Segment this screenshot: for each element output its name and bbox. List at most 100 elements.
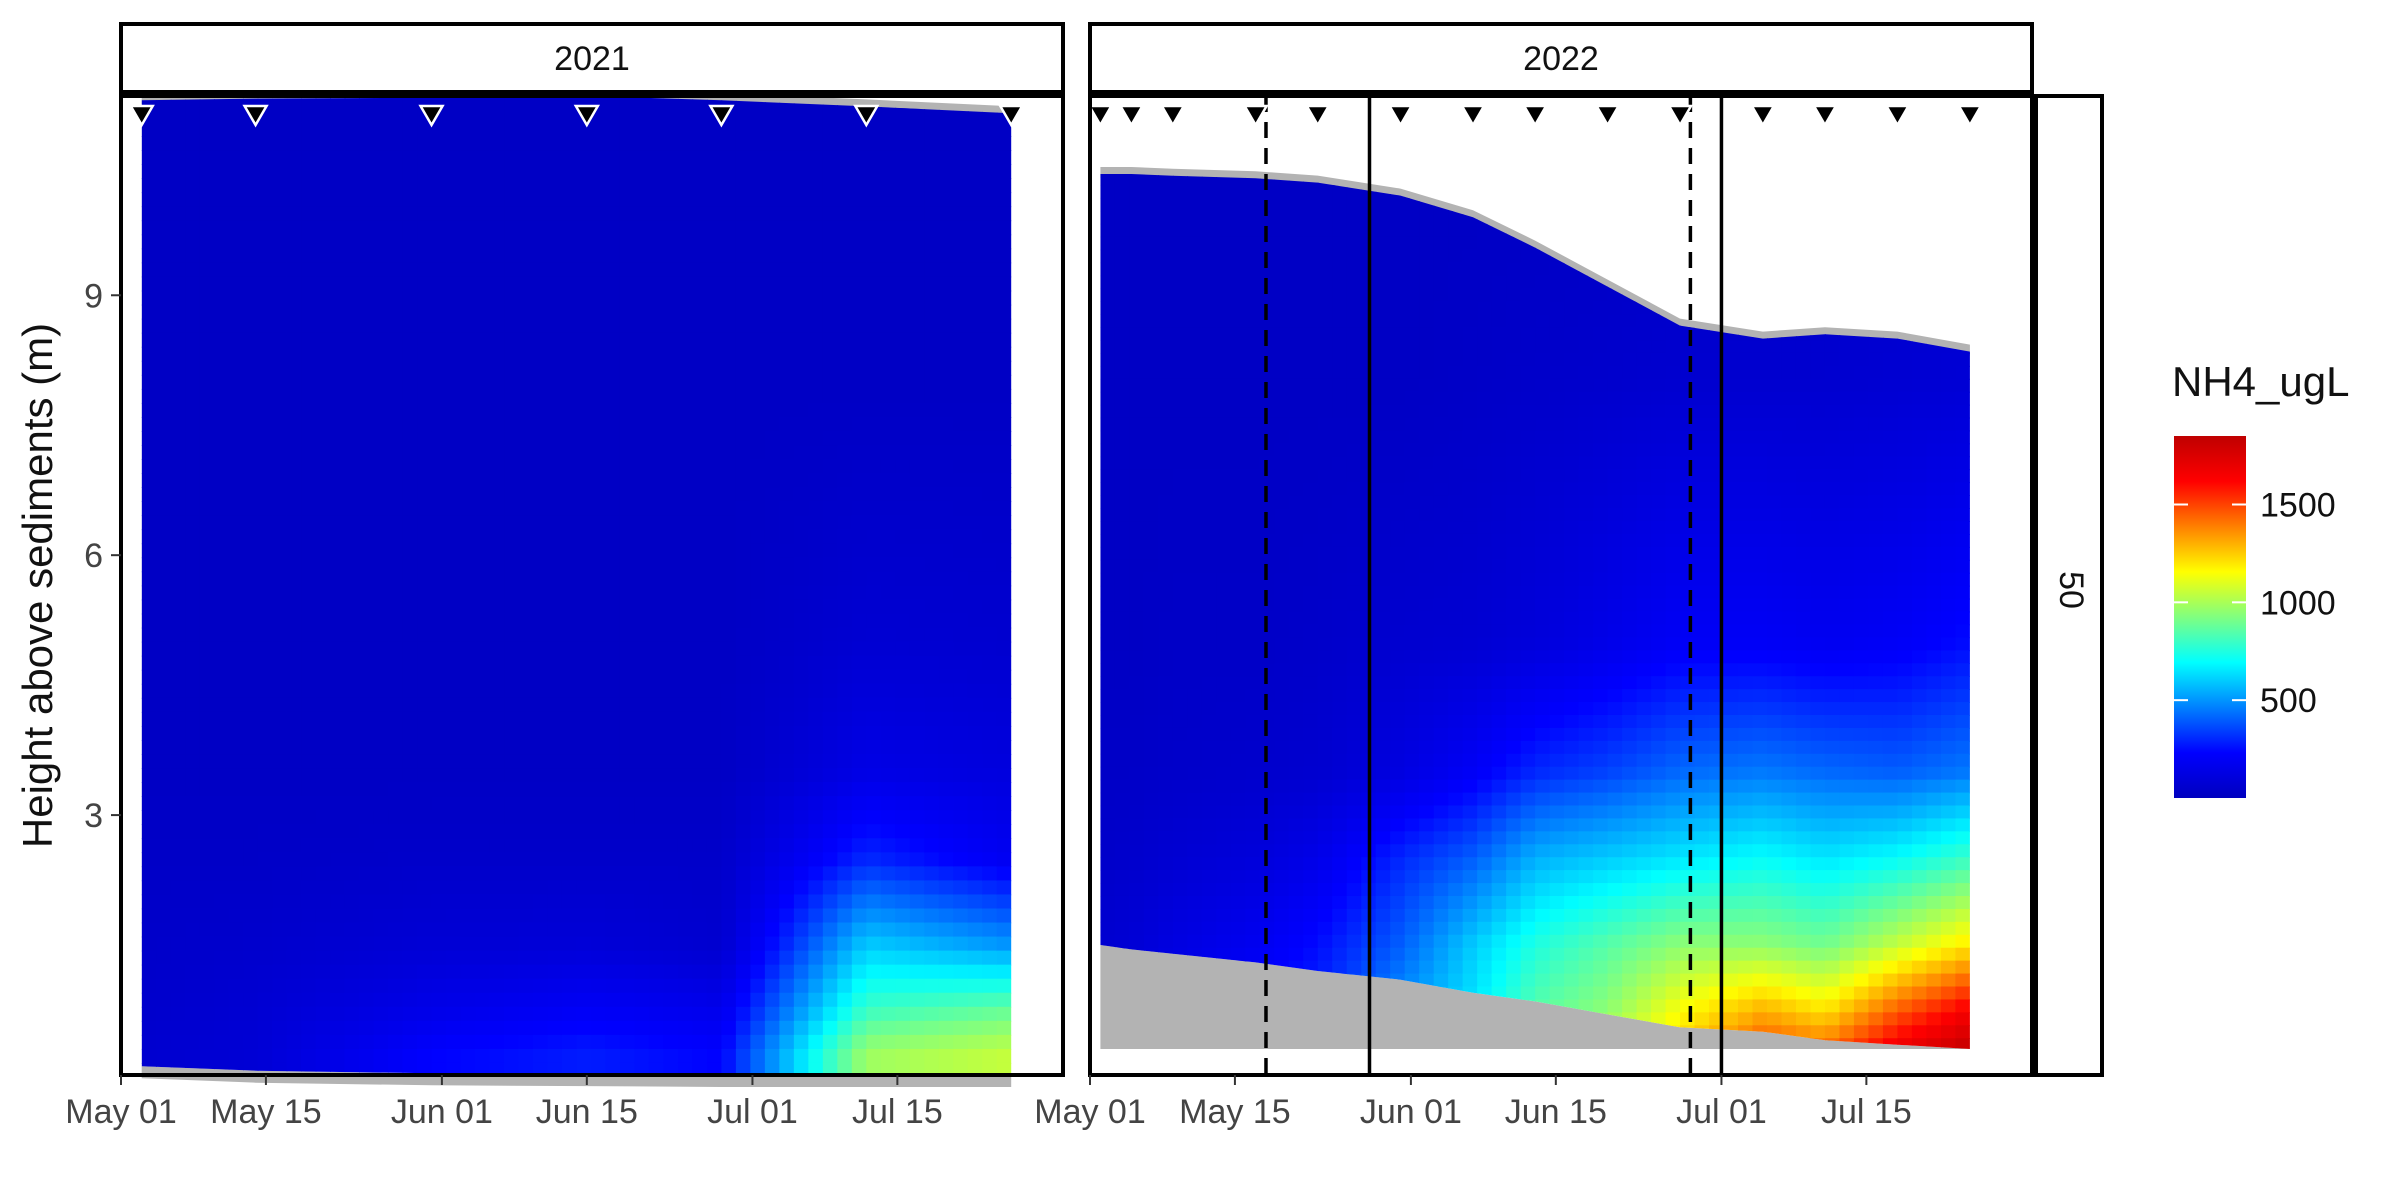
heatmap-cell (199, 852, 215, 868)
heatmap-cell (996, 852, 1012, 868)
heatmap-cell (504, 416, 520, 432)
heatmap-cell (1245, 805, 1261, 820)
heatmap-cell (982, 388, 998, 404)
heatmap-cell (170, 332, 186, 348)
heatmap-cell (446, 473, 462, 488)
heatmap-cell (286, 136, 302, 151)
heatmap-cell (837, 529, 853, 545)
heatmap-cell (489, 908, 505, 924)
heatmap-cell (431, 346, 447, 362)
heatmap-cell (170, 894, 186, 910)
heatmap-cell (547, 627, 563, 643)
heatmap-cell (243, 1020, 259, 1036)
heatmap-cell (272, 318, 288, 334)
heatmap-cell (489, 388, 505, 404)
heatmap-cell (1201, 844, 1218, 859)
heatmap-cell (808, 978, 824, 994)
heatmap-cell (475, 248, 491, 264)
heatmap-cell (590, 164, 607, 180)
heatmap-cell (359, 922, 375, 938)
heatmap-cell (909, 613, 926, 629)
heatmap-cell (837, 332, 853, 348)
heatmap-cell (677, 178, 694, 194)
heatmap-cell (301, 641, 317, 657)
heatmap-cell (286, 164, 302, 180)
heatmap-cell (953, 220, 969, 236)
heatmap-cell (185, 964, 201, 980)
heatmap-cell (677, 655, 694, 671)
heatmap-cell (938, 416, 955, 432)
heatmap-cell (417, 501, 433, 517)
heatmap-cell (228, 613, 244, 629)
heatmap-cell (388, 796, 404, 811)
heatmap-cell (504, 136, 520, 151)
heatmap-cell (301, 487, 317, 503)
heatmap-cell (953, 571, 969, 587)
heatmap-cell (619, 192, 636, 208)
heatmap-cell (431, 318, 447, 334)
heatmap-cell (619, 178, 636, 194)
heatmap-cell (1230, 831, 1247, 846)
heatmap-cell (301, 627, 317, 643)
heatmap-cell (330, 150, 346, 166)
heatmap-cell (359, 332, 375, 348)
heatmap-cell (489, 936, 505, 952)
heatmap-cell (692, 810, 708, 826)
heatmap-cell (141, 866, 157, 882)
heatmap-cell (837, 388, 853, 404)
heatmap-cell (576, 655, 592, 671)
heatmap-cell (561, 108, 578, 123)
heatmap-cell (648, 459, 665, 474)
heatmap-cell (808, 739, 824, 755)
heatmap-cell (1114, 314, 1131, 328)
heatmap-cell (953, 1006, 969, 1022)
heatmap-cell (344, 1048, 360, 1064)
heatmap-cell (141, 1020, 157, 1036)
heatmap-cell (1187, 753, 1203, 768)
heatmap-cell (257, 206, 273, 222)
heatmap-cell (547, 1048, 563, 1064)
heatmap-cell (924, 978, 940, 994)
heatmap-cell (938, 739, 955, 755)
heatmap-cell (880, 1020, 897, 1036)
heatmap-cell (822, 192, 839, 208)
heatmap-cell (402, 276, 418, 292)
heatmap-cell (460, 852, 476, 868)
heatmap-cell (822, 122, 839, 137)
heatmap-cell (561, 290, 578, 306)
heatmap-cell (590, 290, 607, 306)
heatmap-cell (648, 754, 665, 769)
heatmap-cell (257, 585, 273, 601)
heatmap-cell (141, 164, 157, 180)
heatmap-cell (504, 96, 520, 109)
heatmap-cell (982, 683, 998, 699)
heatmap-cell (938, 529, 955, 545)
heatmap-cell (489, 725, 505, 741)
heatmap-cell (619, 304, 636, 320)
heatmap-cell (1187, 365, 1203, 380)
heatmap-cell (315, 852, 331, 868)
heatmap-cell (576, 290, 592, 306)
heatmap-cell (561, 866, 578, 882)
heatmap-cell (388, 164, 404, 180)
heatmap-cell (489, 669, 505, 685)
heatmap-cell (547, 374, 563, 390)
heatmap-cell (851, 571, 868, 587)
heatmap-cell (1100, 844, 1116, 859)
heatmap-cell (141, 445, 157, 460)
heatmap-cell (648, 655, 665, 671)
heatmap-cell (272, 669, 288, 685)
heatmap-cell (1100, 495, 1116, 509)
heatmap-cell (431, 416, 447, 432)
heatmap-cell (402, 810, 418, 826)
heatmap-cell (764, 796, 781, 811)
heatmap-cell (953, 599, 969, 615)
heatmap-cell (1230, 766, 1247, 781)
heatmap-cell (851, 276, 868, 292)
heatmap-cell (199, 824, 215, 840)
heatmap-cell (967, 1034, 984, 1050)
heatmap-cell (1158, 546, 1174, 561)
heatmap-cell (909, 950, 926, 966)
heatmap-cell (1201, 184, 1218, 199)
heatmap-cell (605, 697, 621, 713)
